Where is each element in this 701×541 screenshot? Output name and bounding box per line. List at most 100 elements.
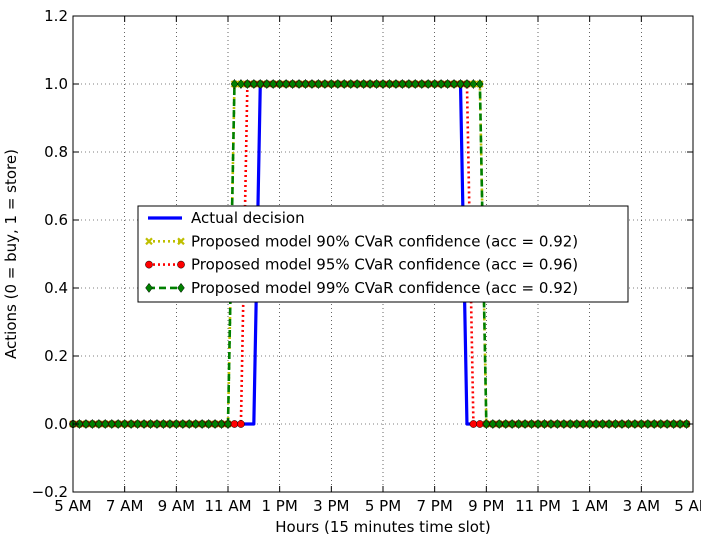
series-4-point <box>301 78 310 90</box>
x-tick-label: 11 AM <box>204 497 251 515</box>
series-4-point <box>417 78 426 90</box>
legend-entry: Proposed model 95% CVaR confidence (acc … <box>145 256 578 274</box>
series-4-point <box>379 78 387 90</box>
legend-label: Proposed model 90% CVaR confidence (acc … <box>191 232 578 250</box>
series-4-point <box>501 418 510 430</box>
series-4-point <box>82 418 90 430</box>
series-4-point <box>372 78 381 90</box>
series-4-point <box>217 418 226 430</box>
series-4-point <box>527 418 536 430</box>
legend-label: Proposed model 99% CVaR confidence (acc … <box>191 279 578 297</box>
y-tick-label: 0.6 <box>44 211 68 229</box>
y-tick-label: 0.0 <box>44 415 68 433</box>
series-4-point <box>585 418 594 430</box>
series-4-point <box>508 418 516 430</box>
series-4-point <box>308 78 316 90</box>
series-4-point <box>95 418 103 430</box>
legend-box <box>137 205 629 303</box>
legend-label: Actual decision <box>191 209 305 227</box>
x-tick-label: 3 AM <box>623 497 661 515</box>
series-4-point <box>334 78 342 90</box>
series-4-point <box>153 418 161 430</box>
series-4-point <box>295 78 303 90</box>
series-4-point <box>566 418 575 430</box>
series-4-point <box>288 78 297 90</box>
series-4-point <box>592 418 600 430</box>
series-4-point <box>534 418 542 430</box>
series-4-point <box>88 418 97 430</box>
plot-area <box>69 78 691 430</box>
series-4-point <box>430 78 439 90</box>
series-4-point <box>327 78 336 90</box>
series-4-point <box>656 418 665 430</box>
legend-marker-point <box>177 282 185 293</box>
series-4 <box>69 78 691 430</box>
series-4-point <box>644 418 652 430</box>
legend-entry: Proposed model 90% CVaR confidence (acc … <box>145 232 578 250</box>
legend-marker-point <box>177 237 185 246</box>
y-tick-label: −0.2 <box>32 483 68 501</box>
series-4-point <box>560 418 568 430</box>
x-tick-label: 3 PM <box>313 497 349 515</box>
series-4-point <box>392 78 400 90</box>
series-4-point <box>359 78 368 90</box>
y-tick-label: 0.2 <box>44 347 68 365</box>
series-4-point <box>553 418 562 430</box>
x-tick-label: 5 PM <box>365 497 401 515</box>
y-tick-label: 1.0 <box>44 75 68 93</box>
series-3-point <box>237 420 245 428</box>
legend-marker-point <box>145 237 153 246</box>
series-4-point <box>598 418 607 430</box>
series-4-point <box>669 418 678 430</box>
legend: Actual decision Proposed model 90% CVaR c… <box>137 205 629 303</box>
series-4-point <box>314 78 323 90</box>
x-axis-label: Hours (15 minutes time slot) <box>275 518 490 536</box>
legend-entry: Actual decision <box>148 209 305 227</box>
series-4-point <box>107 418 116 430</box>
series-4-point <box>624 418 633 430</box>
series-4-point <box>547 418 555 430</box>
series-4-point <box>463 78 471 90</box>
series-4-point <box>133 418 142 430</box>
x-tick-label: 9 PM <box>468 497 504 515</box>
series-3-point <box>469 420 478 428</box>
series-4-point <box>198 418 206 430</box>
series-4-point <box>437 78 445 90</box>
series-4-point <box>579 418 587 430</box>
series-4-point <box>185 418 194 430</box>
series-4-point <box>256 78 265 90</box>
series-4-point <box>650 418 659 430</box>
legend-marker-point <box>145 282 153 293</box>
legend-label: Proposed model 95% CVaR confidence (acc … <box>191 256 578 274</box>
series-4-point <box>618 418 626 430</box>
legend-entry: Proposed model 99% CVaR confidence (acc … <box>145 279 578 297</box>
x-tick-label: 7 AM <box>106 497 144 515</box>
series-4-point <box>631 418 639 430</box>
series-4-point <box>366 78 374 90</box>
series-4-point <box>353 78 361 90</box>
legend-marker-point <box>177 260 185 269</box>
series-4-point <box>140 418 148 430</box>
series-4-point <box>237 78 245 90</box>
x-tick-label: 1 PM <box>262 497 298 515</box>
series-4-point <box>663 418 671 430</box>
series-4-point <box>146 418 155 430</box>
series-4-point <box>101 418 110 430</box>
series-4-point <box>611 418 620 430</box>
series-3-point <box>230 420 239 428</box>
series-4-point <box>443 78 452 90</box>
series-4-point <box>211 418 219 430</box>
series-4-point <box>191 418 200 430</box>
series-4-point <box>172 418 181 430</box>
series-4-point <box>405 78 413 90</box>
series-4-point <box>224 418 232 430</box>
series-4-point <box>340 78 349 90</box>
series-4-point <box>469 78 478 90</box>
series-4-point <box>450 78 458 90</box>
series-3-point <box>476 420 484 428</box>
series-4-point <box>676 418 684 430</box>
series-4-point <box>262 78 271 90</box>
series-4-point <box>120 418 129 430</box>
y-tick-label: 0.4 <box>44 279 68 297</box>
